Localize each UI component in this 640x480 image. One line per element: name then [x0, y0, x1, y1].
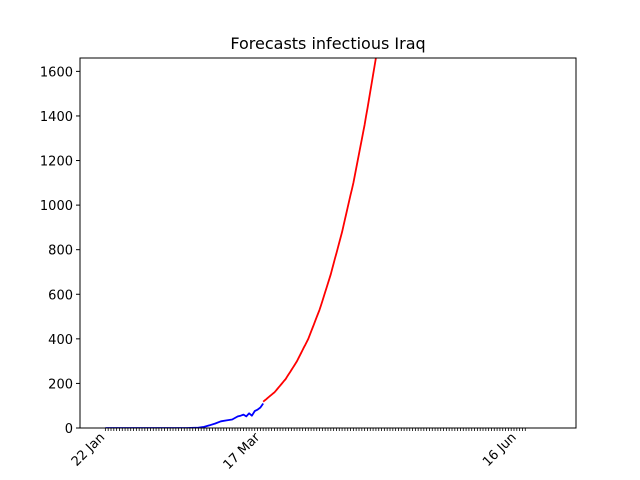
y-tick-label: 1600: [40, 65, 73, 80]
y-tick-label: 1200: [40, 155, 73, 170]
axes: 0 200 400 600 800 1000 1200 1400 1600 22 Jan 17 Ma…: [40, 65, 526, 473]
y-tick-label: 1000: [40, 199, 73, 214]
y-tick-label: 400: [48, 333, 73, 348]
x-tick-label: 17 Mar: [221, 430, 264, 473]
y-tick-label: 200: [48, 377, 73, 392]
y-tick-label: 0: [65, 422, 73, 437]
plot-area: [105, 58, 377, 428]
plot-frame: [79, 57, 577, 429]
forecast-series-line: [262, 58, 377, 403]
x-tick-label: 16 Jun: [480, 430, 520, 470]
y-tick-label: 800: [48, 244, 73, 259]
observed-series-line: [105, 402, 264, 428]
y-tick-label: 1400: [40, 110, 73, 125]
x-tick-label: 22 Jan: [69, 430, 108, 469]
chart-title: Forecasts infectious Iraq: [230, 34, 425, 53]
y-tick-label: 600: [48, 288, 73, 303]
